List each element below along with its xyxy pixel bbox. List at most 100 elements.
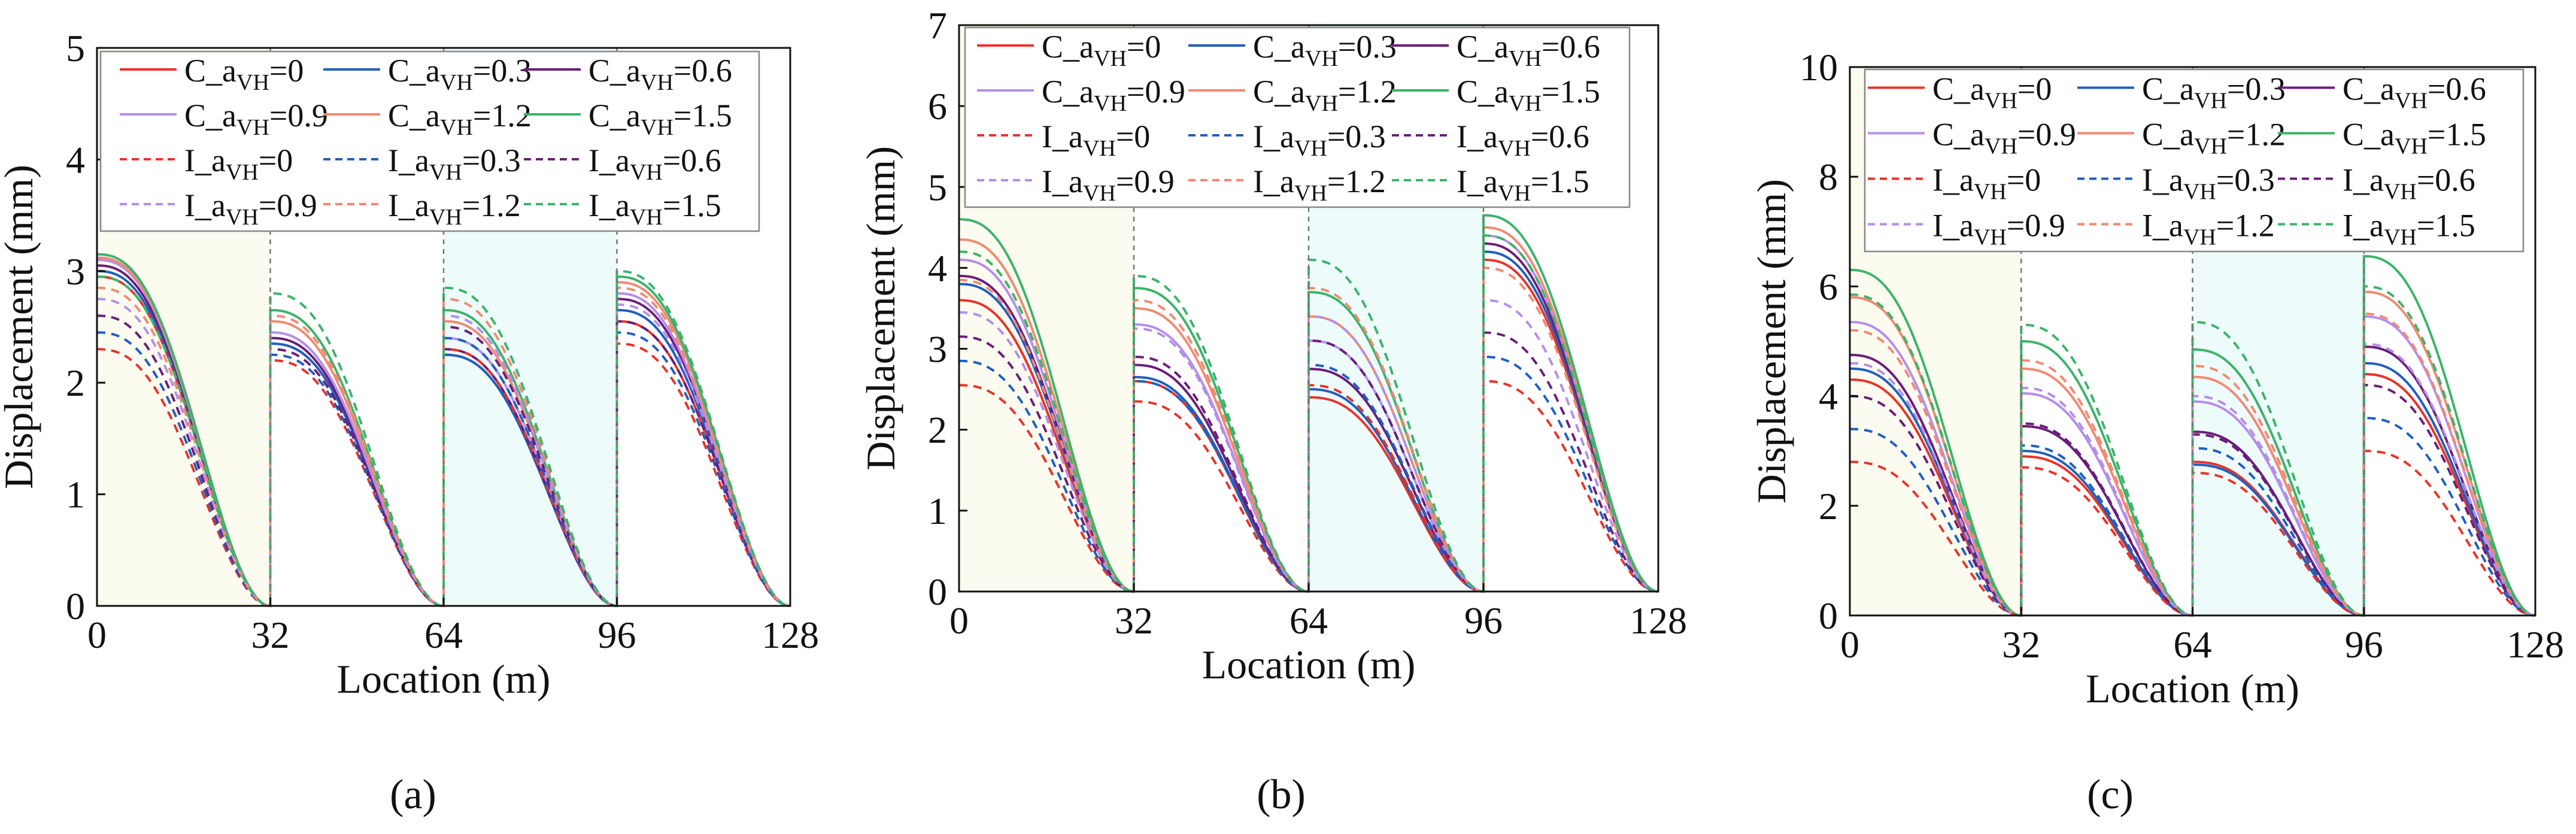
legend-label-subscript: VH <box>2395 89 2428 114</box>
legend-label: I_aVH=0.9 <box>1042 163 1175 206</box>
legend-label-subscript: VH <box>2395 134 2428 159</box>
legend-label-subscript: VH <box>1509 91 1542 116</box>
legend-label: C_aVH=1.2 <box>388 98 532 140</box>
legend-label-suffix: =1.2 <box>2227 117 2286 153</box>
y-tick-label: 5 <box>66 27 85 69</box>
legend-label-subscript: VH <box>2384 180 2417 205</box>
legend-label-prefix: I_a <box>1932 162 1974 198</box>
legend-label-prefix: I_a <box>588 142 630 178</box>
legend-box <box>964 26 1631 208</box>
y-tick-label: 10 <box>1800 46 1838 89</box>
legend-label-prefix: C_a <box>388 98 440 134</box>
legend-label: C_aVH=1.2 <box>2142 117 2286 159</box>
legend-label-suffix: =1.2 <box>1338 74 1397 110</box>
y-tick-label: 6 <box>1819 265 1838 308</box>
legend-label-suffix: =0.9 <box>1116 163 1175 199</box>
legend-label-suffix: =1.5 <box>2417 208 2475 244</box>
legend-label: I_aVH=0.3 <box>2142 162 2275 205</box>
panel-label: (a) <box>390 772 436 818</box>
legend-label-suffix: =0.3 <box>2216 162 2275 198</box>
legend-label-suffix: =1.2 <box>462 187 521 223</box>
legend-label: C_aVH=0.6 <box>588 53 732 95</box>
legend-label: I_aVH=0.3 <box>1253 119 1386 161</box>
y-tick-label: 5 <box>928 166 947 208</box>
legend-label-subscript: VH <box>1498 136 1531 161</box>
legend-label-prefix: C_a <box>2343 71 2395 107</box>
y-axis-title: Displacement (mm) <box>0 165 41 489</box>
legend: C_aVH=0 C_aVH=0.3 C_aVH=0.6C_aVH=0.9 C_aVH=… <box>99 50 760 232</box>
series-line-IaVH0-9 <box>959 299 1659 593</box>
legend-label-prefix: C_a <box>388 53 440 89</box>
legend-box <box>1864 68 2525 253</box>
legend-label-prefix: I_a <box>588 187 630 223</box>
legend-label-prefix: C_a <box>1042 29 1094 65</box>
legend-label-suffix: =0.3 <box>473 53 532 89</box>
legend-label-subscript: VH <box>1974 225 2007 250</box>
legend-label: C_aVH=0.6 <box>2343 71 2486 114</box>
legend-label-prefix: I_a <box>2343 162 2384 198</box>
legend-label: I_aVH=1.2 <box>388 187 521 230</box>
legend-label-suffix: =0.9 <box>259 187 317 223</box>
y-tick-label: 2 <box>1819 485 1838 527</box>
legend-label-subscript: VH <box>630 205 663 230</box>
y-tick-label: 4 <box>66 138 85 181</box>
legend-label: I_aVH=0 <box>1932 162 2041 205</box>
legend-label-suffix: =0.6 <box>2417 162 2475 198</box>
legend-label-prefix: I_a <box>2142 162 2183 198</box>
legend-label-subscript: VH <box>1498 181 1531 206</box>
legend-label-prefix: C_a <box>1932 117 1985 153</box>
legend-label-suffix: =0.3 <box>1338 29 1397 65</box>
y-tick-label: 0 <box>66 585 85 627</box>
x-tick-label: 32 <box>1115 599 1153 642</box>
y-tick-label: 3 <box>928 328 947 371</box>
legend-label-prefix: C_a <box>2142 71 2194 107</box>
y-axis-title: Displacement (mm) <box>1749 179 1794 504</box>
chart-panel-3: 0 32 64 96 128 0 2 4 6 8 10 Location (m) Displacemen… <box>1749 46 2564 818</box>
y-tick-label: 0 <box>928 571 947 613</box>
legend-label-subscript: VH <box>1509 46 1542 71</box>
legend-label-subscript: VH <box>2194 134 2227 159</box>
y-tick-label: 4 <box>928 247 947 289</box>
legend-label-subscript: VH <box>226 205 259 230</box>
legend-label-prefix: I_a <box>184 187 226 223</box>
legend-label-prefix: C_a <box>1457 74 1509 110</box>
legend-label-subscript: VH <box>2183 225 2216 250</box>
legend-label-suffix: =0 <box>1116 119 1150 154</box>
legend-label: I_aVH=1.2 <box>1253 163 1386 206</box>
legend-label-subscript: VH <box>236 115 269 140</box>
legend-label: C_aVH=0.9 <box>1042 74 1185 116</box>
legend-label: I_aVH=0.9 <box>184 187 317 230</box>
legend-label: C_aVH=0 <box>184 53 304 95</box>
legend-label-subscript: VH <box>1083 181 1116 206</box>
legend-label-prefix: I_a <box>1457 163 1498 199</box>
legend-label-subscript: VH <box>630 160 663 185</box>
legend-label-prefix: I_a <box>1253 163 1294 199</box>
legend-label: I_aVH=1.2 <box>2142 208 2275 250</box>
legend-label-prefix: C_a <box>1457 29 1509 65</box>
legend-label-suffix: =0.3 <box>462 142 521 178</box>
legend-label-suffix: =0 <box>2007 162 2041 198</box>
y-tick-label: 7 <box>928 4 947 47</box>
legend-label-suffix: =0 <box>269 53 304 89</box>
legend-label: C_aVH=0 <box>1042 29 1161 71</box>
x-axis-title: Location (m) <box>2086 666 2299 711</box>
y-tick-label: 4 <box>1819 375 1838 418</box>
legend-label: I_aVH=1.5 <box>588 187 721 230</box>
legend-label-prefix: C_a <box>1253 74 1305 110</box>
legend-label-subscript: VH <box>641 115 673 140</box>
legend-label-suffix: =0 <box>2017 71 2052 107</box>
legend-label-prefix: C_a <box>2343 117 2395 153</box>
y-tick-label: 0 <box>1819 595 1838 637</box>
legend-label-suffix: =0.6 <box>1542 29 1600 65</box>
legend-label-prefix: I_a <box>388 142 429 178</box>
series-line-IaVH0-3 <box>958 356 1659 593</box>
x-tick-label: 64 <box>2174 623 2212 666</box>
legend-label-suffix: =1.5 <box>2428 117 2486 153</box>
legend-label: I_aVH=0.6 <box>588 142 721 185</box>
x-tick-label: 32 <box>251 614 290 656</box>
legend-label: C_aVH=0.9 <box>184 98 328 140</box>
legend-label-subscript: VH <box>236 70 269 95</box>
legend-label-subscript: VH <box>1985 134 2017 159</box>
legend-label-suffix: =1.5 <box>1531 163 1589 199</box>
legend-label-prefix: C_a <box>184 53 236 89</box>
